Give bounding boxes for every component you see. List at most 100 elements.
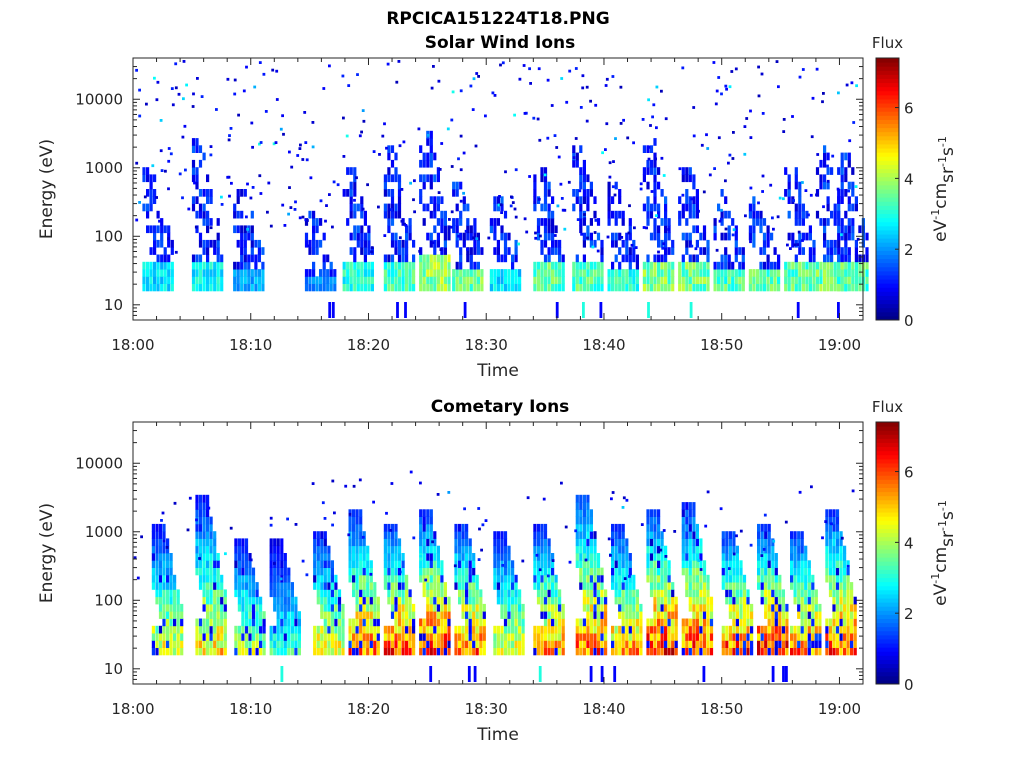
heatmap-cell xyxy=(348,574,352,583)
heatmap-cell xyxy=(429,261,433,270)
heatmap-cell xyxy=(720,269,724,277)
heatmap-cell xyxy=(419,618,423,627)
heatmap-cell xyxy=(706,269,710,277)
heatmap-cell xyxy=(621,574,625,583)
heatmap-cell xyxy=(762,218,767,226)
heatmap-cell xyxy=(353,254,357,263)
heatmap-cell xyxy=(767,574,771,583)
heatmap-cell xyxy=(216,553,220,561)
heatmap-cell xyxy=(248,603,252,612)
heatmap-cell xyxy=(837,254,841,263)
heatmap-cell xyxy=(579,502,583,510)
heatmap-cell xyxy=(455,189,459,197)
heatmap-cell xyxy=(244,545,249,554)
heatmap-cell xyxy=(848,139,852,143)
heatmap-cell xyxy=(727,283,731,292)
heatmap-cell xyxy=(359,574,363,583)
heatmap-cell xyxy=(702,611,707,619)
heatmap-cell xyxy=(596,567,601,576)
heatmap-cell xyxy=(469,84,473,88)
heatmap-cell xyxy=(724,227,728,231)
heatmap-cell xyxy=(472,567,476,576)
colorbar-step xyxy=(876,287,899,292)
heatmap-cell xyxy=(543,523,548,532)
heatmap-cell xyxy=(450,165,454,168)
heatmap-cell xyxy=(646,560,650,568)
heatmap-cell xyxy=(198,502,203,510)
heatmap-cell xyxy=(387,210,391,219)
heatmap-cell xyxy=(839,603,843,612)
heatmap-cell xyxy=(422,647,426,656)
heatmap-cell xyxy=(394,261,398,270)
heatmap-cell xyxy=(301,559,305,563)
heatmap-cell xyxy=(526,496,530,500)
heatmap-cell xyxy=(241,640,245,648)
heatmap-cell xyxy=(551,239,555,248)
heatmap-cell xyxy=(805,276,809,284)
heatmap-cell xyxy=(561,269,565,277)
heatmap-cell xyxy=(551,269,555,277)
heatmap-cell xyxy=(664,276,668,284)
heatmap-cell xyxy=(851,218,855,226)
heatmap-cell xyxy=(533,200,537,204)
heatmap-cell xyxy=(757,560,761,568)
heatmap-cell xyxy=(589,560,593,568)
heatmap-cell xyxy=(276,625,280,634)
heatmap-cell xyxy=(766,276,770,284)
heatmap-cell xyxy=(760,545,764,554)
heatmap-cell xyxy=(533,203,537,212)
heatmap-cell xyxy=(727,567,731,570)
heatmap-cell xyxy=(582,531,586,539)
heatmap-cell xyxy=(273,625,277,634)
heatmap-cell xyxy=(739,596,743,605)
heatmap-cell xyxy=(832,523,836,532)
heatmap-cell xyxy=(800,538,804,547)
heatmap-cell xyxy=(621,582,625,590)
heatmap-cell xyxy=(840,261,844,270)
heatmap-cell xyxy=(333,269,337,277)
heatmap-cell xyxy=(657,225,661,234)
heatmap-cell xyxy=(664,582,668,590)
heatmap-cell xyxy=(819,269,823,277)
heatmap-cell xyxy=(807,633,811,641)
heatmap-cell xyxy=(180,640,184,648)
y-tick-label: 10 xyxy=(104,296,123,314)
heatmap-cell xyxy=(657,582,661,590)
heatmap-cell xyxy=(243,269,247,277)
heatmap-cell xyxy=(329,276,333,284)
heatmap-cell xyxy=(845,83,849,87)
heatmap-cell xyxy=(660,633,664,641)
heatmap-cell xyxy=(155,531,159,539)
heatmap-cell xyxy=(575,502,579,510)
heatmap-cell xyxy=(557,155,561,159)
heatmap-cell xyxy=(825,618,829,627)
heatmap-cell xyxy=(359,582,363,590)
heatmap-cell xyxy=(387,203,391,212)
heatmap-cell xyxy=(692,509,696,517)
heatmap-cell xyxy=(685,531,689,539)
heatmap-cell xyxy=(269,545,273,554)
heatmap-cell xyxy=(628,283,632,292)
heatmap-cell xyxy=(290,596,294,605)
heatmap-cell xyxy=(536,553,541,561)
heatmap-cell xyxy=(727,276,731,284)
heatmap-cell xyxy=(774,603,778,612)
heatmap-cell xyxy=(582,553,586,561)
heatmap-cell xyxy=(303,111,307,114)
heatmap-cell xyxy=(558,589,562,598)
heatmap-cell xyxy=(290,165,294,169)
heatmap-cell xyxy=(385,146,388,150)
heatmap-cell xyxy=(304,269,309,277)
heatmap-cell xyxy=(426,596,430,605)
heatmap-cell xyxy=(433,611,437,619)
heatmap-cell xyxy=(151,574,155,583)
heatmap-cell xyxy=(804,647,808,656)
heatmap-cell xyxy=(358,134,362,138)
heatmap-cell xyxy=(586,494,590,503)
heatmap-cell xyxy=(360,283,364,292)
heatmap-cell xyxy=(440,596,444,605)
heatmap-cell xyxy=(387,145,391,153)
heatmap-cell xyxy=(561,633,565,641)
heatmap-cell xyxy=(621,283,625,292)
heatmap-cell xyxy=(621,506,625,509)
